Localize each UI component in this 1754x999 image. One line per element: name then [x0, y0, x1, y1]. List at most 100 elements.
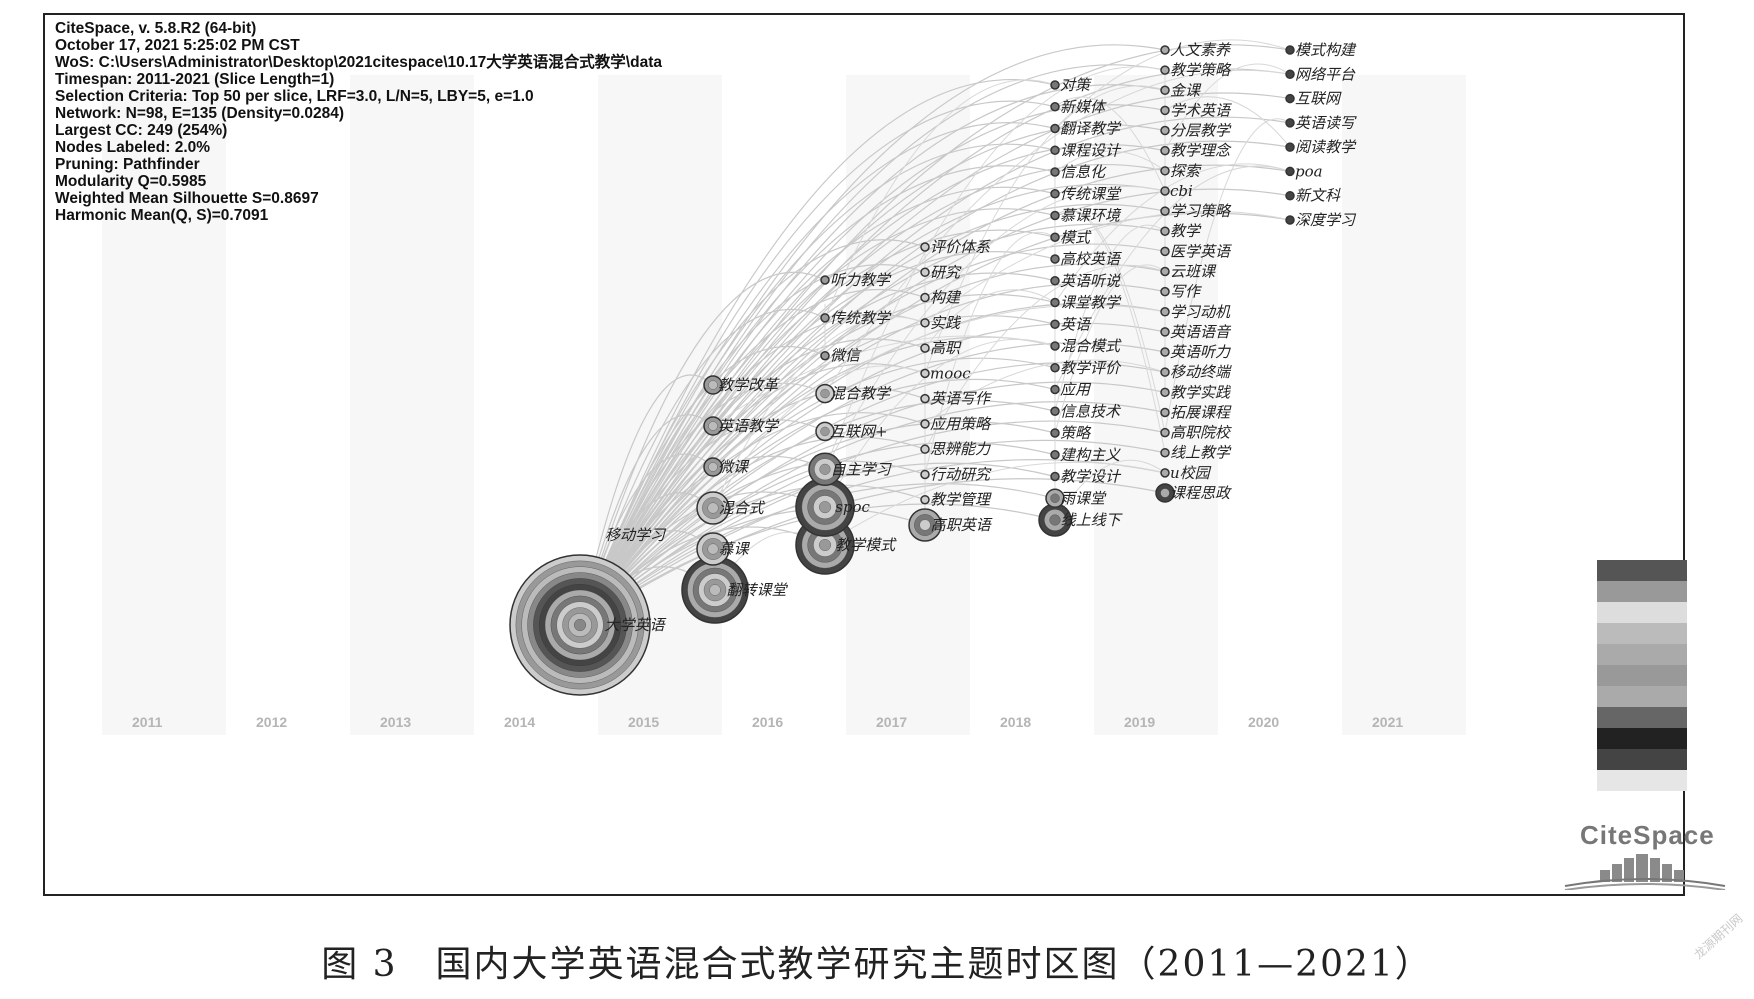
node-label: 云班课: [1170, 263, 1217, 281]
summary-line: Modularity Q=0.5985: [55, 173, 207, 190]
node-ring: [1050, 428, 1060, 438]
network-edge: [579, 459, 1166, 626]
node-label: 分层教学: [1170, 122, 1232, 140]
node-ring: [919, 519, 931, 531]
network-edge: [924, 210, 1291, 324]
summary-line: Selection Criteria: Top 50 per slice, LR…: [55, 88, 534, 105]
network-edge: [824, 461, 1166, 546]
figure-caption: 图 3 国内大学英语混合式教学研究主题时区图（2011—2021）: [321, 944, 1433, 985]
node-ring: [920, 343, 930, 353]
node-label: 英语听说: [1060, 272, 1121, 290]
year-label: 2017: [876, 714, 907, 730]
node-label: 学术英语: [1170, 101, 1232, 119]
node-ring: [1050, 80, 1060, 90]
node-label: u校园: [1170, 464, 1212, 482]
node-label: 金课: [1170, 81, 1202, 99]
node-label: 线上线下: [1061, 511, 1124, 529]
network-edge: [924, 359, 1166, 425]
node-ring: [1285, 93, 1295, 104]
node-ring: [1160, 367, 1170, 377]
node-ring: [1285, 190, 1295, 201]
network-edge: [712, 316, 926, 509]
node-label: 高职: [930, 339, 962, 357]
node-ring: [920, 419, 930, 429]
node-label: 移动终端: [1170, 363, 1232, 381]
node-ring: [920, 368, 930, 379]
node-labels: 大学英语移动学习翻转课堂慕课混合式微课英语教学教学改革教学模式spoc自主学习互…: [605, 41, 1358, 634]
network-edge: [1164, 118, 1291, 433]
node-label: 写作: [1170, 283, 1202, 301]
node-ring: [708, 462, 718, 472]
network-edge: [579, 381, 1166, 626]
node-ring: [1050, 319, 1060, 329]
year-label: 2021: [1372, 714, 1403, 730]
node-ring: [1050, 167, 1060, 177]
node-label: 思辨能力: [930, 440, 991, 458]
summary-line: Pruning: Pathfinder: [55, 156, 200, 173]
year-band: [1342, 75, 1466, 735]
node-ring: [1050, 406, 1060, 416]
node-ring: [1160, 468, 1170, 478]
network-edge: [1054, 459, 1166, 521]
network-edge: [579, 208, 1056, 626]
node-ring: [1160, 85, 1170, 96]
legend-swatch: [1597, 728, 1687, 749]
node-label: 传统课堂: [1060, 185, 1122, 203]
node-ring: [1160, 347, 1170, 357]
node-label: 应用策略: [930, 415, 992, 433]
node-ring: [920, 242, 930, 252]
citespace-logo: CiteSpace: [1560, 820, 1730, 890]
network-edge: [712, 335, 1056, 427]
legend-swatch: [1597, 707, 1687, 728]
node-label: 课堂教学: [1060, 294, 1122, 312]
node-ring: [1050, 297, 1060, 308]
node-label: 应用: [1060, 381, 1092, 399]
node-label: 教学模式: [835, 536, 897, 554]
node-label: 构建: [930, 289, 962, 307]
node-label: 移动学习: [605, 526, 667, 544]
node-label: 教学管理: [930, 491, 992, 509]
network-edge: [579, 104, 1166, 626]
network-edge: [579, 439, 1166, 626]
node-label: 网络平台: [1295, 65, 1356, 83]
node-label: 模式: [1060, 228, 1092, 246]
network-edge: [579, 357, 1056, 626]
node-ring: [1285, 215, 1295, 225]
network-edge: [579, 100, 1056, 626]
node-label: 深度学习: [1295, 211, 1357, 229]
node-label: 学习策略: [1170, 202, 1232, 220]
legend-swatch: [1597, 602, 1687, 623]
network-edge: [579, 124, 1166, 626]
network-edge: [579, 164, 1291, 626]
node-ring: [1160, 145, 1170, 156]
node-ring: [820, 275, 830, 285]
node-label: 拓展课程: [1170, 403, 1232, 421]
node-ring: [1285, 118, 1295, 128]
legend-swatch: [1597, 686, 1687, 707]
network-edge: [579, 116, 1291, 626]
network-edge: [579, 79, 1056, 626]
node-ring: [920, 318, 930, 328]
node-ring: [1160, 266, 1170, 277]
node-ring: [920, 469, 930, 480]
legend-swatch: [1597, 644, 1687, 665]
node-label: mooc: [930, 364, 971, 382]
network-edge: [579, 122, 1056, 626]
network-edge: [579, 361, 1166, 626]
node-ring: [1050, 102, 1060, 112]
node-ring: [819, 501, 831, 514]
node-label: 高校英语: [1060, 250, 1122, 268]
network-edge: [579, 478, 1166, 626]
network-edge: [579, 68, 1291, 626]
network-edge: [1054, 209, 1166, 433]
node-ring: [1285, 69, 1295, 80]
node-ring: [1160, 125, 1170, 136]
node-ring: [920, 267, 930, 278]
node-label: 研究: [930, 263, 962, 281]
node-label: 课程设计: [1060, 141, 1122, 159]
node-ring: [709, 584, 721, 596]
timezone-map: 大学英语移动学习翻转课堂慕课混合式微课英语教学教学改革教学模式spoc自主学习互…: [102, 39, 1466, 735]
node-ring: [1050, 232, 1060, 242]
network-edge: [1054, 264, 1166, 434]
node-ring: [1050, 493, 1060, 503]
